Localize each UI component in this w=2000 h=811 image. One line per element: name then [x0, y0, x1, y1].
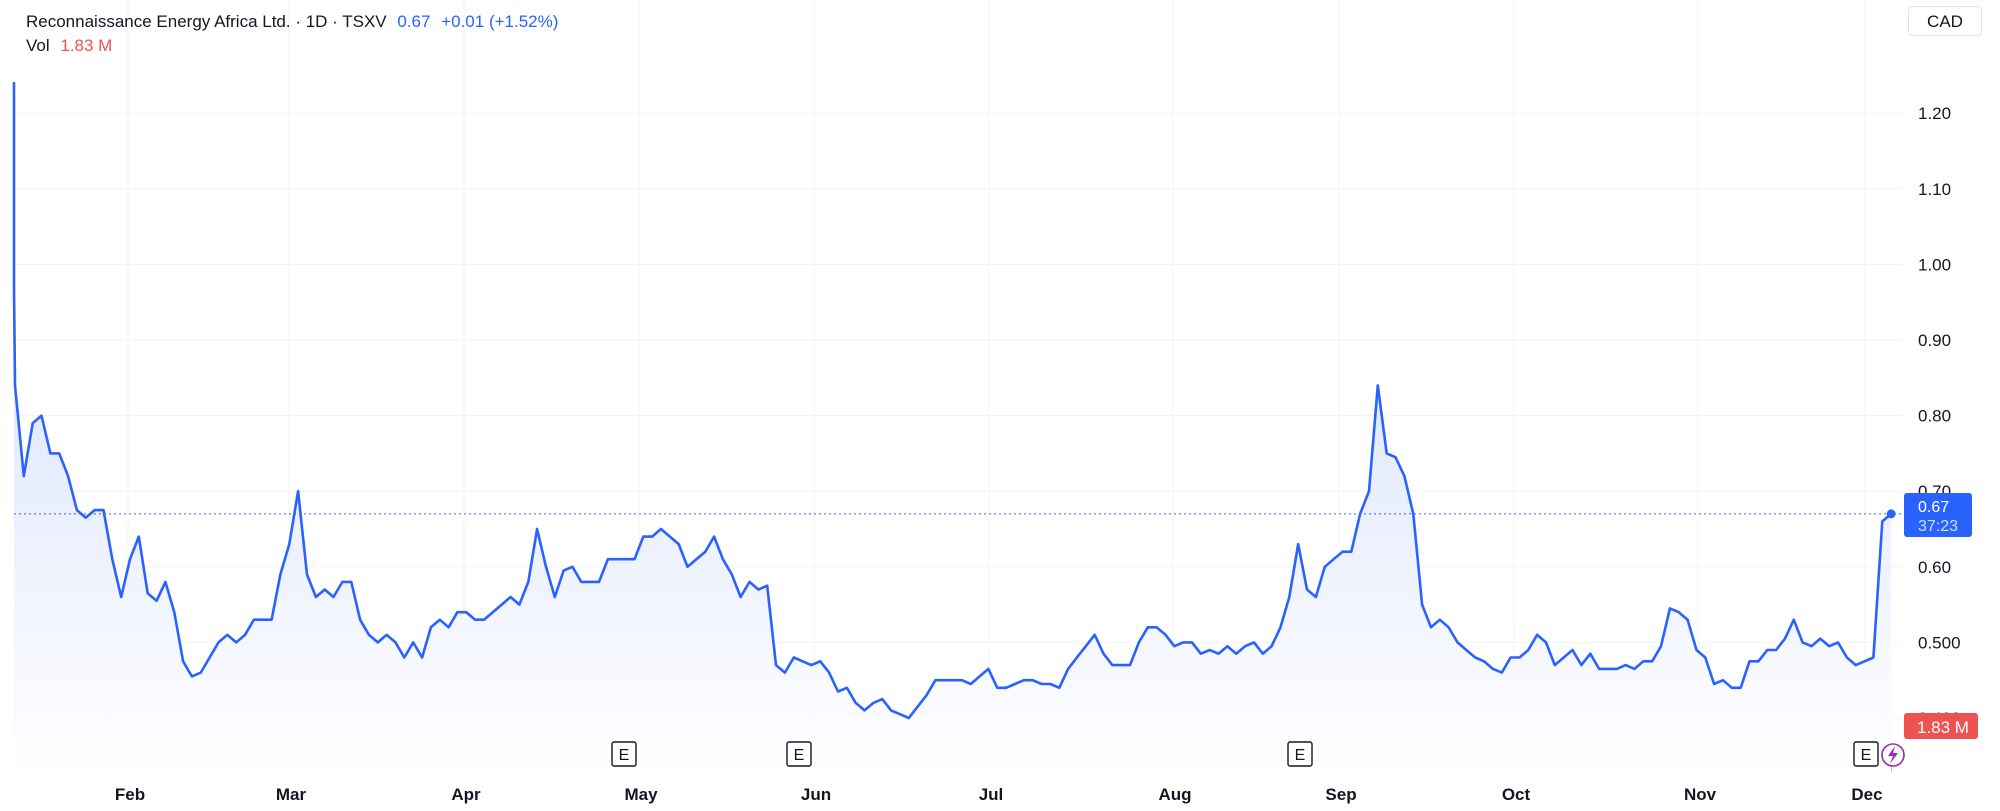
earnings-marker-label: E — [794, 747, 805, 764]
price-area — [14, 83, 1892, 780]
y-tick-label: 1.10 — [1918, 180, 1951, 199]
earnings-marker: E — [1287, 741, 1313, 767]
price-badge-countdown: 37:23 — [1918, 518, 1958, 535]
y-tick-label: 0.90 — [1918, 331, 1951, 350]
earnings-marker-box — [1287, 741, 1313, 767]
x-tick-label: Jun — [801, 785, 831, 804]
y-tick-label: 1.20 — [1918, 104, 1951, 123]
x-tick-label: Sep — [1325, 785, 1356, 804]
volume-badge-bg — [1904, 713, 1978, 739]
price-axis-badge: 0.67 37:23 — [1904, 493, 1972, 537]
currency-button[interactable]: CAD — [1908, 6, 1982, 36]
price-badge-bg — [1904, 493, 1972, 537]
x-tick-label: Dec — [1851, 785, 1882, 804]
volume-badge-value: 1.83 M — [1917, 718, 1969, 737]
grid-lines — [14, 0, 1902, 780]
earnings-marker: E — [1853, 741, 1879, 767]
earnings-marker-box — [611, 741, 637, 767]
x-tick-label: Oct — [1502, 785, 1531, 804]
earnings-marker: E — [611, 741, 637, 767]
earnings-marker-box — [1853, 741, 1879, 767]
earnings-marker-box — [786, 741, 812, 767]
x-tick-label: Jul — [979, 785, 1004, 804]
symbol-row: Reconnaissance Energy Africa Ltd. · 1D ·… — [26, 10, 558, 34]
flash-icon[interactable] — [1881, 743, 1905, 767]
x-tick-label: Aug — [1158, 785, 1191, 804]
symbol-title[interactable]: Reconnaissance Energy Africa Ltd. · 1D ·… — [26, 12, 387, 31]
last-price: 0.67 — [397, 12, 431, 31]
price-line — [12, 81, 1892, 720]
x-tick-label: Feb — [115, 785, 145, 804]
volume-value: 1.83 M — [60, 36, 113, 55]
earnings-marker-label: E — [1295, 747, 1306, 764]
chart-legend: Reconnaissance Energy Africa Ltd. · 1D ·… — [26, 10, 558, 58]
y-tick-label: 0.80 — [1918, 407, 1951, 426]
price-badge-value: 0.67 — [1918, 499, 1949, 516]
y-tick-label: 0.60 — [1918, 558, 1951, 577]
x-tick-label: May — [624, 785, 658, 804]
y-tick-label: 1.00 — [1918, 255, 1951, 274]
time-axis: Feb Mar Apr May Jun Jul Aug Sep Oct Nov Dec — [115, 785, 1883, 804]
volume-axis-badge: 1.83 M — [1904, 713, 1978, 739]
x-tick-label: Mar — [276, 785, 307, 804]
last-price-dot — [1886, 509, 1896, 519]
price-change: +0.01 (+1.52%) — [441, 12, 559, 31]
volume-label: Vol — [26, 36, 50, 55]
x-tick-label: Apr — [451, 785, 481, 804]
volume-row: Vol 1.83 M — [26, 34, 558, 58]
earnings-marker-label: E — [619, 747, 630, 764]
price-axis: 1.201.101.000.900.800.700.600.5000.400 — [1918, 104, 1961, 728]
x-tick-label: Nov — [1684, 785, 1717, 804]
y-tick-label: 0.500 — [1918, 633, 1961, 652]
earnings-marker-label: E — [1861, 747, 1872, 764]
earnings-marker: E — [786, 741, 812, 767]
